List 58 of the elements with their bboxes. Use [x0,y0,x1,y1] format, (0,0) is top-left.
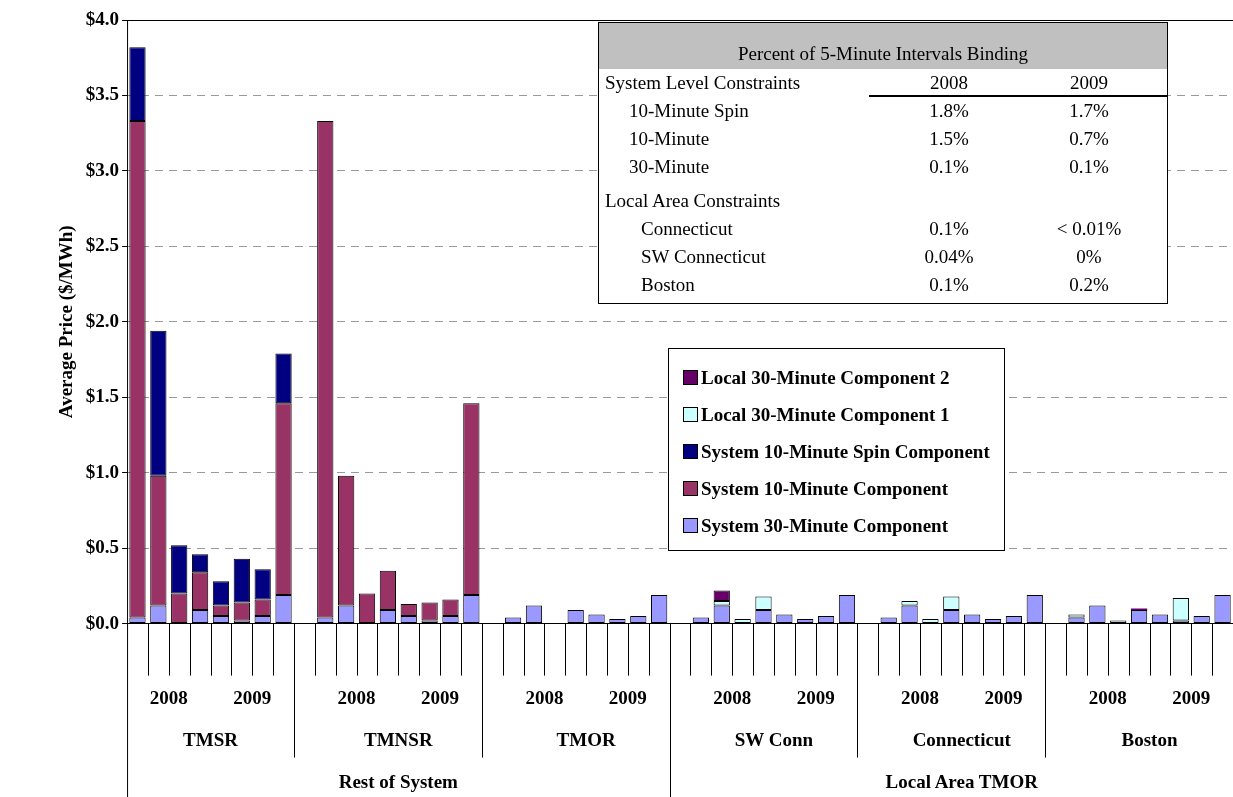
annotation: 10-Minute Spin [628,100,750,122]
text: 2009 [1172,686,1211,708]
annotation: 0.7% [1068,128,1110,150]
text: Boston [1121,728,1178,750]
text: TMOR [556,728,616,750]
annotation: 0.04% [923,246,975,268]
y-axis-title: Average Price ($/MWh) [55,225,78,419]
legend-label: Local 30-Minute Component 2 [701,366,950,389]
y-tick-label: $2.5 [85,234,120,256]
text: 2009 [984,686,1023,708]
text: TMNSR [364,728,433,750]
text: 2008 [901,686,939,708]
annotation: 0.2% [1068,274,1110,296]
annotation: 0.1% [1068,156,1110,178]
annotation: 1.8% [928,100,970,122]
text: 2009 [421,686,460,708]
y-tick-label: $0.0 [85,611,120,633]
text: 2008 [713,686,752,708]
legend-label: System 10-Minute Component [701,477,948,500]
y-tick-label: $0.5 [85,536,120,558]
legend-label: Local 30-Minute Component 1 [701,403,950,426]
annotation: Boston [640,274,696,296]
y-tick-label: $3.5 [85,83,120,105]
y-tick-label: $3.0 [85,158,120,180]
text: Connecticut [912,728,1012,750]
annotation: 10-Minute [628,128,711,150]
annotation: Connecticut [640,218,734,240]
annotation: 30-Minute [628,156,711,178]
y-tick-label: $4.0 [85,7,120,29]
text: Rest of System [338,770,459,792]
y-tick-label: $2.0 [85,309,120,331]
text: 2008 [525,686,564,708]
annotation: 1.5% [928,128,970,150]
annotation: 0% [1075,246,1103,268]
legend-label: System 10-Minute Spin Component [701,440,990,463]
y-tick-label: $1.0 [85,460,120,482]
text: 2009 [233,686,272,708]
text: 2008 [1088,686,1127,708]
annotation: System Level Constraints [604,72,802,94]
annotation: 0.1% [928,218,970,240]
annotation: Local Area Constraints [604,190,782,212]
annotation: < 0.01% [1055,218,1123,240]
text: SW Conn [734,728,814,750]
annotation: 0.1% [928,156,970,178]
text: Local Area TMOR [885,770,1039,792]
text: 2009 [608,686,647,708]
annotation: 2009 [1069,72,1109,94]
annotation: SW Connecticut [640,246,767,268]
text: 2008 [337,686,376,708]
text: 2008 [149,686,188,708]
text: TMSR [183,728,239,750]
text: 2009 [796,686,835,708]
annotation: 1.7% [1068,100,1110,122]
annotation: 0.1% [928,274,970,296]
table-header: Percent of 5-Minute Intervals Binding [599,23,1167,69]
legend-label: System 30-Minute Component [701,514,948,537]
y-tick-label: $1.5 [85,385,120,407]
annotation: 2008 [929,72,969,94]
